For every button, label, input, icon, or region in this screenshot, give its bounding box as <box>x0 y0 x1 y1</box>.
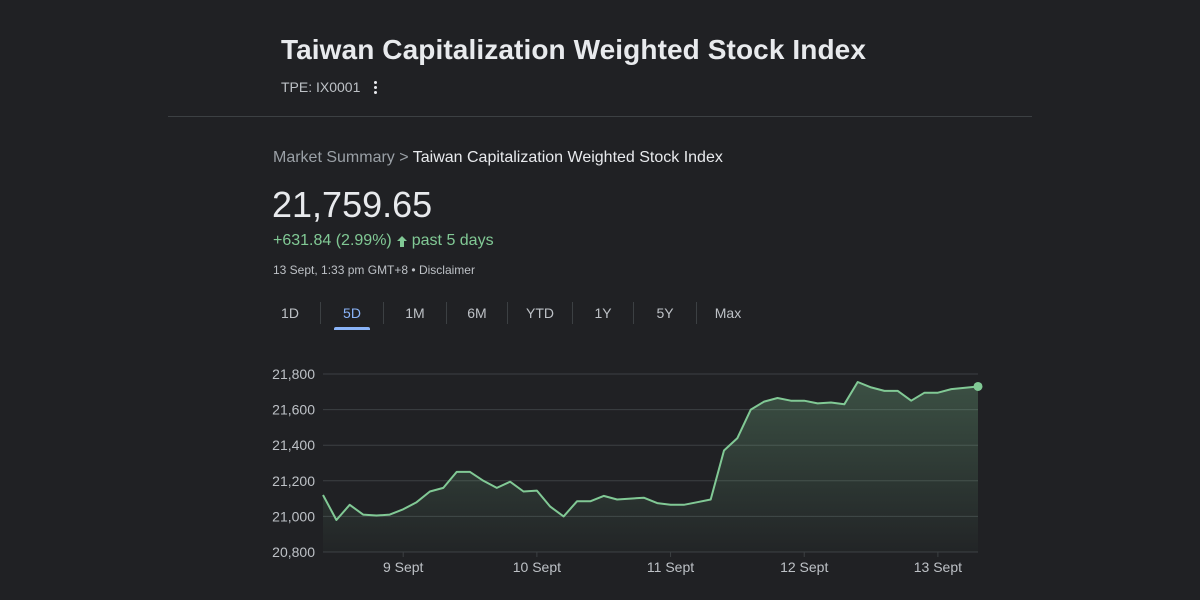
tab-separator <box>446 302 447 324</box>
y-tick-label: 21,400 <box>272 437 315 453</box>
price-line <box>322 381 979 521</box>
price-change-value: +631.84 (2.99%) <box>273 232 392 249</box>
tab-separator <box>507 302 508 324</box>
breadcrumb-market-summary-link[interactable]: Market Summary <box>273 149 395 166</box>
x-tick-label: 11 Sept <box>647 559 694 575</box>
quote-timestamp: 13 Sept, 1:33 pm GMT+8 • Disclaimer <box>273 263 475 277</box>
breadcrumb: Market Summary > Taiwan Capitalization W… <box>273 149 723 167</box>
tab-1d[interactable]: 1D <box>281 305 299 321</box>
header-divider <box>168 116 1032 117</box>
x-tick-label: 13 Sept <box>914 559 962 575</box>
ticker-symbol: TPE: IX0001 <box>281 79 361 95</box>
tab-separator <box>572 302 573 324</box>
y-tick-label: 21,200 <box>272 473 315 489</box>
tab-separator <box>383 302 384 324</box>
disclaimer-link[interactable]: Disclaimer <box>418 263 475 277</box>
x-tick-label: 12 Sept <box>780 559 828 575</box>
arrow-up-icon <box>396 235 407 247</box>
price-change-period: past 5 days <box>411 232 494 249</box>
last-price-point <box>973 381 983 391</box>
breadcrumb-separator: > <box>399 149 409 166</box>
more-vert-icon[interactable] <box>372 80 379 94</box>
x-tick-label: 10 Sept <box>513 559 561 575</box>
tab-ytd[interactable]: YTD <box>526 305 554 321</box>
range-tabs: 1D 5D 1M 6M YTD 1Y 5Y Max <box>260 296 759 330</box>
y-tick-label: 21,800 <box>272 366 315 382</box>
x-tick-label: 9 Sept <box>383 559 424 575</box>
current-price: 21,759.65 <box>272 184 433 225</box>
tab-5d[interactable]: 5D <box>321 296 383 330</box>
y-tick-label: 20,800 <box>272 544 315 560</box>
price-change: +631.84 (2.99%) past 5 days <box>273 232 494 250</box>
tab-5y[interactable]: 5Y <box>656 305 674 321</box>
y-tick-label: 21,000 <box>272 508 315 524</box>
tab-1y[interactable]: 1Y <box>594 305 612 321</box>
page-title: Taiwan Capitalization Weighted Stock Ind… <box>281 34 867 65</box>
timestamp-text: 13 Sept, 1:33 pm GMT+8 • <box>273 263 419 277</box>
tab-6m[interactable]: 6M <box>467 305 487 321</box>
ticker-row: TPE: IX0001 <box>281 79 379 95</box>
tab-separator <box>696 302 697 324</box>
tab-1m[interactable]: 1M <box>405 305 425 321</box>
y-tick-label: 21,600 <box>272 402 315 418</box>
breadcrumb-current: Taiwan Capitalization Weighted Stock Ind… <box>412 149 723 166</box>
price-area-fill <box>323 382 978 552</box>
tab-max[interactable]: Max <box>714 305 742 321</box>
tab-separator <box>633 302 634 324</box>
